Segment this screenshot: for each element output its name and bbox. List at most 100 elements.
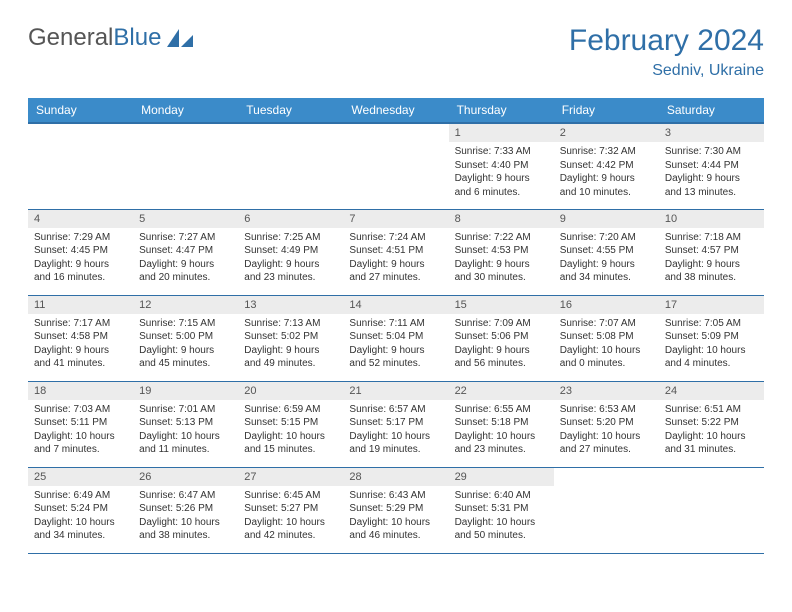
day-details: Sunrise: 7:03 AMSunset: 5:11 PMDaylight:… <box>28 400 133 463</box>
day-number: 19 <box>133 382 238 400</box>
day-details: Sunrise: 6:43 AMSunset: 5:29 PMDaylight:… <box>343 486 448 549</box>
calendar-cell: 18Sunrise: 7:03 AMSunset: 5:11 PMDayligh… <box>28 381 133 467</box>
calendar-cell: 16Sunrise: 7:07 AMSunset: 5:08 PMDayligh… <box>554 295 659 381</box>
calendar-cell: 26Sunrise: 6:47 AMSunset: 5:26 PMDayligh… <box>133 467 238 553</box>
day-number: 15 <box>449 296 554 314</box>
calendar-cell: 21Sunrise: 6:57 AMSunset: 5:17 PMDayligh… <box>343 381 448 467</box>
calendar-cell: 27Sunrise: 6:45 AMSunset: 5:27 PMDayligh… <box>238 467 343 553</box>
logo-text-1: General <box>28 24 113 52</box>
day-number: 4 <box>28 210 133 228</box>
day-number: 13 <box>238 296 343 314</box>
calendar-cell: 12Sunrise: 7:15 AMSunset: 5:00 PMDayligh… <box>133 295 238 381</box>
calendar-cell <box>554 467 659 553</box>
day-number: 22 <box>449 382 554 400</box>
logo-text-2: Blue <box>113 24 161 52</box>
calendar-cell: 1Sunrise: 7:33 AMSunset: 4:40 PMDaylight… <box>449 123 554 209</box>
calendar-cell: 11Sunrise: 7:17 AMSunset: 4:58 PMDayligh… <box>28 295 133 381</box>
day-details: Sunrise: 7:30 AMSunset: 4:44 PMDaylight:… <box>659 142 764 205</box>
day-details: Sunrise: 6:51 AMSunset: 5:22 PMDaylight:… <box>659 400 764 463</box>
day-number: 5 <box>133 210 238 228</box>
calendar-cell: 22Sunrise: 6:55 AMSunset: 5:18 PMDayligh… <box>449 381 554 467</box>
calendar-cell: 3Sunrise: 7:30 AMSunset: 4:44 PMDaylight… <box>659 123 764 209</box>
weekday-header: Monday <box>133 98 238 123</box>
day-details: Sunrise: 6:59 AMSunset: 5:15 PMDaylight:… <box>238 400 343 463</box>
day-number: 8 <box>449 210 554 228</box>
day-details: Sunrise: 7:33 AMSunset: 4:40 PMDaylight:… <box>449 142 554 205</box>
day-number: 12 <box>133 296 238 314</box>
day-number: 18 <box>28 382 133 400</box>
calendar-cell: 8Sunrise: 7:22 AMSunset: 4:53 PMDaylight… <box>449 209 554 295</box>
day-number: 1 <box>449 124 554 142</box>
day-details: Sunrise: 6:47 AMSunset: 5:26 PMDaylight:… <box>133 486 238 549</box>
calendar-cell: 13Sunrise: 7:13 AMSunset: 5:02 PMDayligh… <box>238 295 343 381</box>
day-number: 2 <box>554 124 659 142</box>
day-number: 10 <box>659 210 764 228</box>
logo: GeneralBlue <box>28 24 193 52</box>
calendar-cell: 9Sunrise: 7:20 AMSunset: 4:55 PMDaylight… <box>554 209 659 295</box>
day-details: Sunrise: 6:57 AMSunset: 5:17 PMDaylight:… <box>343 400 448 463</box>
day-number: 28 <box>343 468 448 486</box>
day-number: 16 <box>554 296 659 314</box>
calendar-table: Sunday Monday Tuesday Wednesday Thursday… <box>28 98 764 554</box>
calendar-row: 1Sunrise: 7:33 AMSunset: 4:40 PMDaylight… <box>28 123 764 209</box>
calendar-cell: 29Sunrise: 6:40 AMSunset: 5:31 PMDayligh… <box>449 467 554 553</box>
calendar-cell: 23Sunrise: 6:53 AMSunset: 5:20 PMDayligh… <box>554 381 659 467</box>
calendar-cell: 7Sunrise: 7:24 AMSunset: 4:51 PMDaylight… <box>343 209 448 295</box>
day-details: Sunrise: 7:29 AMSunset: 4:45 PMDaylight:… <box>28 228 133 291</box>
calendar-cell <box>343 123 448 209</box>
weekday-header: Tuesday <box>238 98 343 123</box>
day-details: Sunrise: 6:40 AMSunset: 5:31 PMDaylight:… <box>449 486 554 549</box>
calendar-cell: 2Sunrise: 7:32 AMSunset: 4:42 PMDaylight… <box>554 123 659 209</box>
calendar-cell <box>133 123 238 209</box>
day-details: Sunrise: 7:05 AMSunset: 5:09 PMDaylight:… <box>659 314 764 377</box>
day-details: Sunrise: 7:22 AMSunset: 4:53 PMDaylight:… <box>449 228 554 291</box>
day-number: 23 <box>554 382 659 400</box>
calendar-cell: 6Sunrise: 7:25 AMSunset: 4:49 PMDaylight… <box>238 209 343 295</box>
calendar-cell: 14Sunrise: 7:11 AMSunset: 5:04 PMDayligh… <box>343 295 448 381</box>
day-details: Sunrise: 7:01 AMSunset: 5:13 PMDaylight:… <box>133 400 238 463</box>
day-number: 24 <box>659 382 764 400</box>
day-number: 29 <box>449 468 554 486</box>
calendar-cell: 4Sunrise: 7:29 AMSunset: 4:45 PMDaylight… <box>28 209 133 295</box>
page-subtitle: Sedniv, Ukraine <box>569 62 764 80</box>
calendar-cell <box>659 467 764 553</box>
calendar-cell: 25Sunrise: 6:49 AMSunset: 5:24 PMDayligh… <box>28 467 133 553</box>
weekday-header: Saturday <box>659 98 764 123</box>
weekday-header-row: Sunday Monday Tuesday Wednesday Thursday… <box>28 98 764 123</box>
day-number: 27 <box>238 468 343 486</box>
calendar-cell <box>28 123 133 209</box>
calendar-row: 11Sunrise: 7:17 AMSunset: 4:58 PMDayligh… <box>28 295 764 381</box>
calendar-row: 4Sunrise: 7:29 AMSunset: 4:45 PMDaylight… <box>28 209 764 295</box>
day-details: Sunrise: 7:32 AMSunset: 4:42 PMDaylight:… <box>554 142 659 205</box>
day-number: 11 <box>28 296 133 314</box>
day-number: 9 <box>554 210 659 228</box>
day-details: Sunrise: 7:20 AMSunset: 4:55 PMDaylight:… <box>554 228 659 291</box>
weekday-header: Wednesday <box>343 98 448 123</box>
day-number: 14 <box>343 296 448 314</box>
title-block: February 2024 Sedniv, Ukraine <box>569 24 764 80</box>
day-number: 26 <box>133 468 238 486</box>
day-details: Sunrise: 6:49 AMSunset: 5:24 PMDaylight:… <box>28 486 133 549</box>
day-details: Sunrise: 6:45 AMSunset: 5:27 PMDaylight:… <box>238 486 343 549</box>
day-details: Sunrise: 7:15 AMSunset: 5:00 PMDaylight:… <box>133 314 238 377</box>
header: GeneralBlue February 2024 Sedniv, Ukrain… <box>28 24 764 80</box>
calendar-cell: 28Sunrise: 6:43 AMSunset: 5:29 PMDayligh… <box>343 467 448 553</box>
weekday-header: Sunday <box>28 98 133 123</box>
calendar-cell: 24Sunrise: 6:51 AMSunset: 5:22 PMDayligh… <box>659 381 764 467</box>
calendar-cell: 19Sunrise: 7:01 AMSunset: 5:13 PMDayligh… <box>133 381 238 467</box>
calendar-cell: 20Sunrise: 6:59 AMSunset: 5:15 PMDayligh… <box>238 381 343 467</box>
page-title: February 2024 <box>569 24 764 58</box>
day-number: 7 <box>343 210 448 228</box>
calendar-cell: 10Sunrise: 7:18 AMSunset: 4:57 PMDayligh… <box>659 209 764 295</box>
calendar-cell: 15Sunrise: 7:09 AMSunset: 5:06 PMDayligh… <box>449 295 554 381</box>
calendar-cell: 17Sunrise: 7:05 AMSunset: 5:09 PMDayligh… <box>659 295 764 381</box>
calendar-cell: 5Sunrise: 7:27 AMSunset: 4:47 PMDaylight… <box>133 209 238 295</box>
calendar-row: 18Sunrise: 7:03 AMSunset: 5:11 PMDayligh… <box>28 381 764 467</box>
day-details: Sunrise: 7:07 AMSunset: 5:08 PMDaylight:… <box>554 314 659 377</box>
day-number: 20 <box>238 382 343 400</box>
calendar-cell <box>238 123 343 209</box>
day-details: Sunrise: 7:24 AMSunset: 4:51 PMDaylight:… <box>343 228 448 291</box>
day-details: Sunrise: 7:09 AMSunset: 5:06 PMDaylight:… <box>449 314 554 377</box>
day-details: Sunrise: 7:17 AMSunset: 4:58 PMDaylight:… <box>28 314 133 377</box>
sail-icon <box>167 29 193 47</box>
